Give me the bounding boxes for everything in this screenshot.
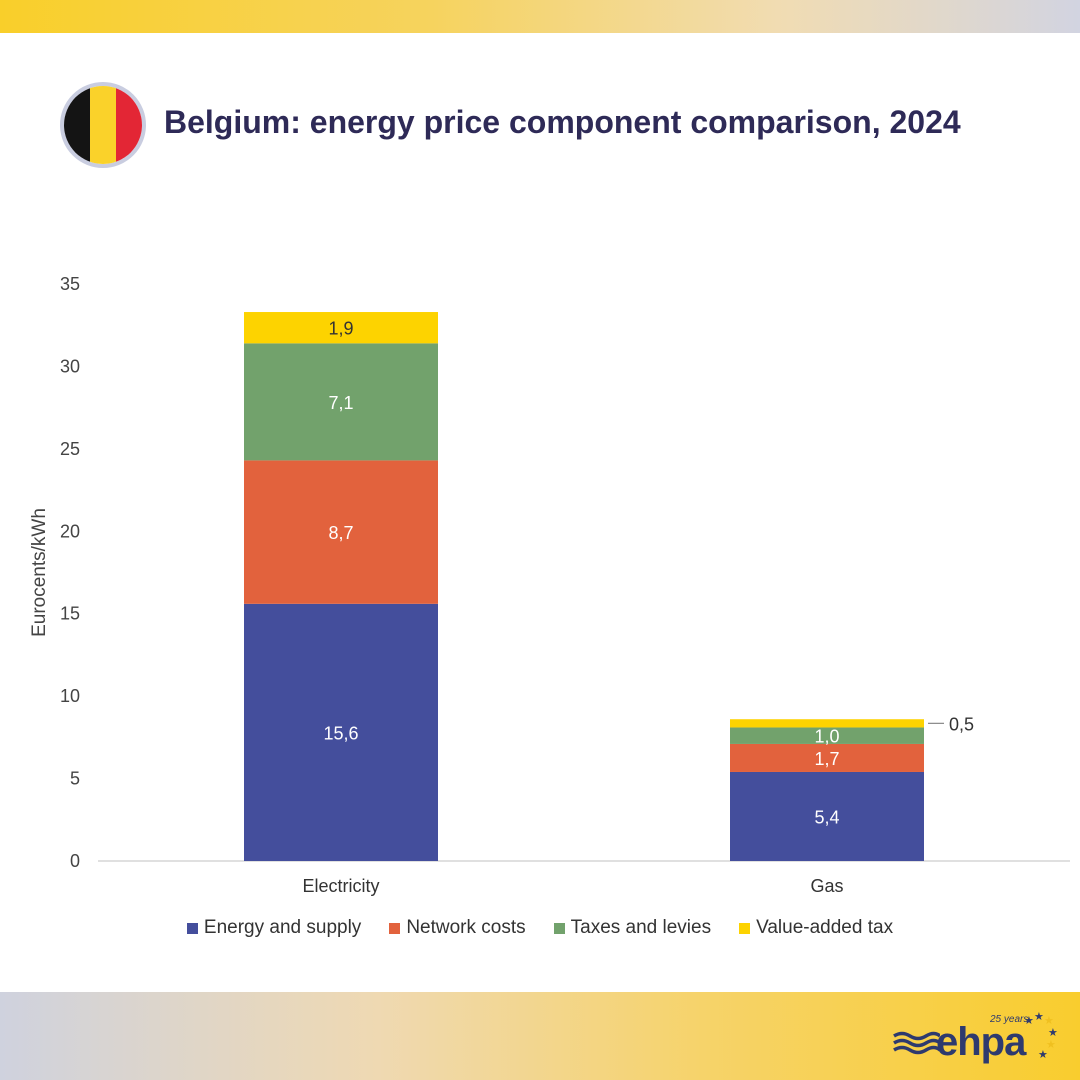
- ehpa-logo-icon: ehpa 25 years ★ ★ ★ ★ ★ ★: [890, 1010, 1060, 1070]
- bar-segment-gas-3: [730, 719, 924, 728]
- legend-swatch-energy-supply: [186, 922, 198, 934]
- data-label: 1,9: [328, 319, 353, 339]
- belgium-flag-icon: [60, 82, 146, 168]
- data-label: 0,5: [949, 714, 974, 734]
- bar-segment-gas-1: [730, 743, 924, 772]
- legend-item-vat: Value-added tax: [739, 917, 893, 939]
- data-label: 8,7: [328, 523, 353, 543]
- legend-item-network-costs: Network costs: [389, 917, 526, 939]
- data-label: 7,1: [328, 393, 353, 413]
- y-tick-label: 20: [60, 521, 80, 541]
- y-tick-label: 5: [70, 769, 80, 789]
- svg-text:★: ★: [1034, 1011, 1044, 1023]
- y-axis-title: Eurocents/kWh: [29, 508, 50, 637]
- legend-item-energy-supply: Energy and supply: [186, 917, 362, 939]
- svg-text:★: ★: [1024, 1015, 1034, 1027]
- y-tick-label: 25: [60, 439, 80, 459]
- svg-text:★: ★: [1048, 1027, 1058, 1039]
- top-gradient-band: [0, 0, 1080, 33]
- bar-segment-electricity-0: [244, 603, 438, 861]
- bar-segment-gas-2: [730, 727, 924, 744]
- legend-swatch-network-costs: [389, 922, 401, 934]
- bar-segment-electricity-3: [244, 312, 438, 344]
- legend-label: Energy and supply: [203, 917, 362, 938]
- page-title: Belgium: energy price component comparis…: [164, 104, 961, 140]
- y-tick-label: 0: [70, 851, 80, 871]
- chart-legend: Energy and supply Network costs Taxes an…: [0, 917, 1080, 939]
- bar-segment-electricity-1: [244, 460, 438, 604]
- y-tick-label: 30: [60, 356, 80, 376]
- svg-text:★: ★: [1038, 1049, 1048, 1061]
- y-tick-label: 15: [60, 604, 80, 624]
- x-category-label: Electricity: [302, 876, 379, 896]
- legend-label: Network costs: [406, 917, 526, 938]
- legend-label: Taxes and levies: [570, 917, 712, 938]
- legend-item-taxes-levies: Taxes and levies: [553, 917, 712, 939]
- bar-segment-electricity-2: [244, 343, 438, 461]
- x-category-label: Gas: [810, 876, 843, 896]
- legend-label: Value-added tax: [756, 917, 894, 938]
- y-tick-label: 10: [60, 686, 80, 706]
- legend-swatch-taxes-levies: [553, 922, 565, 934]
- bar-segment-gas-0: [730, 771, 924, 861]
- logo-years-text: 25 years: [990, 1014, 1029, 1025]
- legend-swatch-vat: [739, 922, 751, 934]
- data-label: 5,4: [814, 807, 839, 827]
- data-label: 1,7: [814, 749, 839, 769]
- svg-text:★: ★: [1044, 1015, 1054, 1027]
- data-label: 1,0: [814, 727, 839, 747]
- logo-brand-text: ehpa: [936, 1020, 1026, 1064]
- y-tick-label: 35: [60, 274, 80, 294]
- bottom-gradient-band: [0, 992, 1080, 1080]
- svg-text:★: ★: [1046, 1039, 1056, 1051]
- stacked-bar-chart: Eurocents/kWh 0 5 10 15 20 25 30 35 15,6 8,7 7,1 1,9…: [29, 274, 1070, 896]
- data-label: 15,6: [323, 723, 358, 743]
